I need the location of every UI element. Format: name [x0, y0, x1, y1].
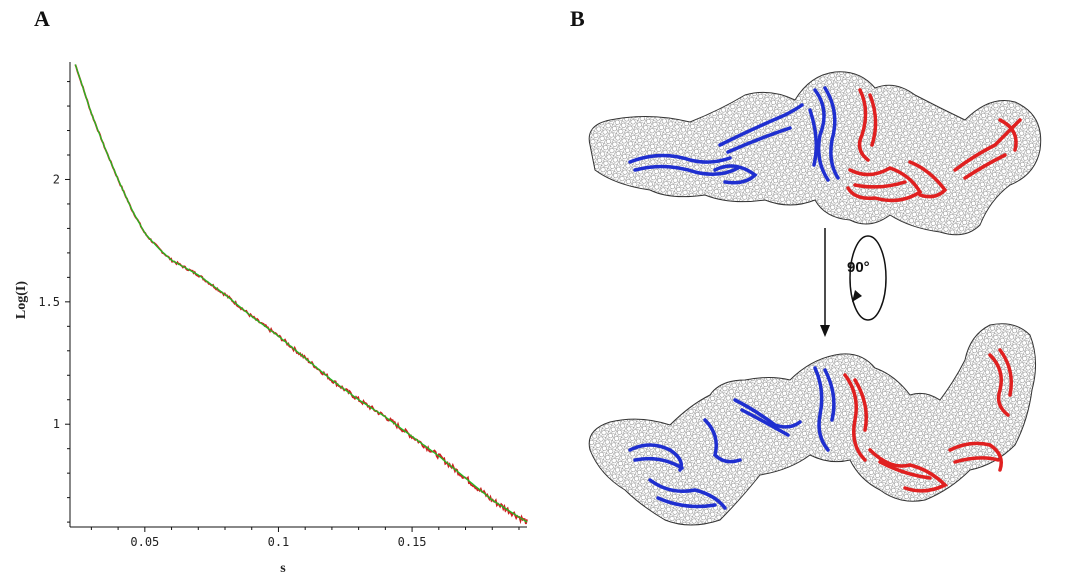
bottom-red-domains [843, 348, 1013, 493]
bottom-envelope-mesh [588, 323, 1036, 526]
bottom-blue-domains [628, 366, 836, 510]
top-blue-domains [628, 86, 840, 185]
series-line-1 [74, 64, 528, 523]
y-tick-label: 1.5 [38, 295, 60, 309]
saxs-chart: 0.05 0.1 0.15 1 1.5 2 Log(I) s [14, 62, 528, 576]
panel-b-label: B [570, 6, 585, 31]
structure-top-view [588, 71, 1042, 236]
protein-structure-figure: 90° [588, 71, 1042, 526]
chart-axes: 0.05 0.1 0.15 1 1.5 2 [38, 62, 527, 549]
rotation-indicator: 90° [820, 228, 887, 337]
rotation-label: 90° [847, 259, 870, 276]
series-line-0 [74, 64, 528, 525]
panel-a-label: A [34, 6, 50, 31]
top-red-domains [846, 88, 1022, 203]
rotate-arrow-icon [849, 235, 887, 321]
y-tick-label: 2 [53, 172, 60, 186]
y-axis-title: Log(I) [14, 281, 29, 319]
x-axis-title: s [280, 561, 286, 576]
chart-series [74, 64, 528, 525]
x-tick-label: 0.1 [268, 535, 290, 549]
y-tick-label: 1 [53, 417, 60, 431]
x-tick-label: 0.05 [130, 535, 159, 549]
structure-bottom-view [588, 323, 1036, 526]
x-tick-label: 0.15 [398, 535, 427, 549]
